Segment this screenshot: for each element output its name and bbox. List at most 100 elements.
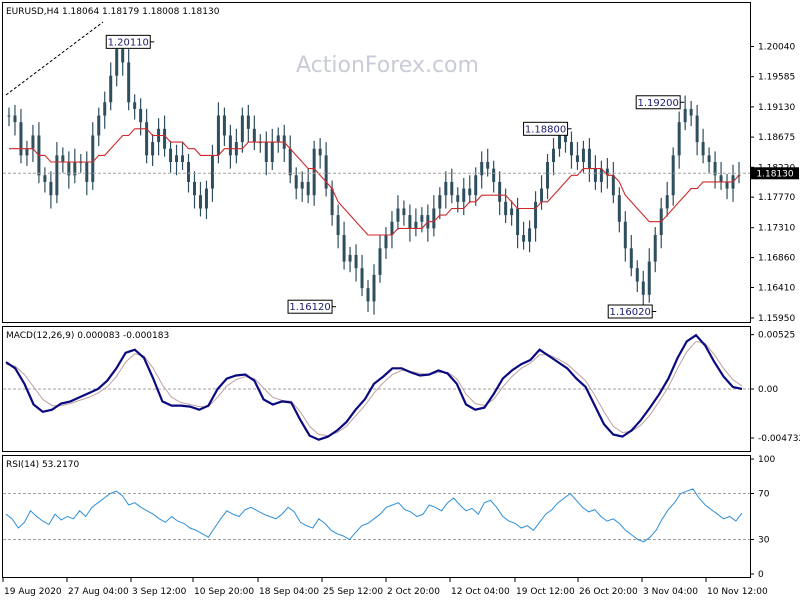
candle-body: [330, 188, 334, 216]
candle-body: [396, 208, 400, 222]
candle-body: [617, 195, 621, 222]
candle-body: [546, 162, 550, 189]
moving-average-line: [9, 128, 740, 236]
candle-body: [462, 188, 466, 202]
candle-body: [151, 142, 155, 156]
candle-body: [474, 175, 478, 196]
candle-body: [438, 195, 442, 209]
candle-body: [210, 155, 214, 189]
price-y-tick-label: 1.16410: [758, 283, 795, 293]
price-y-tick-label: 1.18675: [758, 133, 795, 143]
candle-body: [402, 208, 406, 216]
candle-body: [7, 115, 11, 117]
macd-y-tick-label: 0.00525: [758, 331, 795, 341]
candle-body: [19, 122, 23, 156]
candle-body: [563, 135, 567, 143]
rsi-y-tick-label: 30: [758, 536, 770, 546]
candle-body: [360, 268, 364, 289]
candle-body: [671, 155, 675, 196]
candle-body: [127, 62, 131, 103]
x-axis-tick-label: 18 Sep 04:00: [259, 587, 319, 597]
price-y-tick-label: 1.17310: [758, 224, 795, 234]
rsi-label: RSI(14) 53.2170: [6, 460, 79, 470]
candle-body: [222, 115, 226, 136]
candle-body: [115, 49, 119, 76]
candle-body: [198, 195, 202, 209]
x-axis-tick-label: 26 Oct 20:00: [579, 587, 638, 597]
candle-body: [139, 108, 143, 123]
rsi-panel: RSI(14) 53.2170 100 70 30 0: [2, 455, 775, 580]
candle-body: [169, 148, 173, 163]
candle-body: [270, 142, 274, 163]
candle-body: [49, 181, 53, 196]
candle-body: [629, 248, 633, 269]
candle-body: [306, 181, 310, 196]
candle-body: [623, 221, 627, 249]
candle-body: [534, 201, 538, 229]
candle-body: [318, 148, 322, 156]
candle-body: [204, 188, 208, 209]
candle-body: [163, 128, 167, 149]
watermark: ActionForex.com: [296, 53, 479, 78]
x-axis-tick-label: 3 Sep 12:00: [132, 587, 187, 597]
candle-body: [593, 168, 597, 182]
candle-body: [366, 288, 370, 302]
candle-body: [689, 108, 693, 116]
candle-body: [372, 274, 376, 302]
candle-body: [67, 162, 71, 176]
candle-body: [25, 148, 29, 156]
price-header: EURUSD,H4 1.18064 1.18179 1.18008 1.1813…: [6, 7, 220, 17]
candle-body: [719, 175, 723, 182]
candle-body: [552, 148, 556, 163]
candle-body: [216, 115, 220, 156]
candle-body: [581, 148, 585, 163]
candle-body: [390, 221, 394, 236]
candle-body: [294, 175, 298, 189]
x-axis-tick-label: 19 Aug 2020: [4, 587, 62, 597]
candle-body: [707, 155, 711, 163]
rsi-y-tick-label: 100: [758, 455, 775, 465]
candle-body: [73, 162, 77, 176]
price-callout-label: 1.19200: [637, 98, 678, 109]
candle-body: [635, 268, 639, 282]
rsi-panel-border: [2, 455, 751, 578]
candle-body: [109, 75, 113, 103]
candle-body: [324, 155, 328, 189]
candle-body: [121, 49, 125, 63]
x-axis-tick-label: 12 Oct 04:00: [451, 587, 510, 597]
x-axis-tick-label: 27 Aug 04:00: [68, 587, 129, 597]
x-axis: 19 Aug 2020 27 Aug 04:00 3 Sep 12:00 10 Sep…: [2, 578, 768, 597]
candle-body: [510, 208, 514, 216]
current-price-box: 1.18130: [751, 167, 799, 180]
candle-body: [516, 208, 520, 236]
rsi-y-tick-label: 70: [758, 490, 770, 500]
candle-body: [486, 162, 490, 169]
candle-body: [288, 148, 292, 176]
price-callout-label: 1.16120: [289, 302, 330, 313]
price-callouts: 1.20110 1.16120 1.18800 1.16020 1.19200: [105, 34, 685, 319]
candle-body: [312, 148, 316, 196]
candle-body: [192, 181, 196, 196]
candle-body: [641, 281, 645, 295]
candle-body: [725, 181, 729, 189]
candle-body: [145, 122, 149, 156]
price-y-tick-label: 1.19585: [758, 73, 795, 83]
rsi-y-tick-label: 0: [758, 570, 764, 580]
candle-body: [43, 175, 47, 182]
rsi-level-lines: [3, 493, 750, 540]
candle-body: [480, 162, 484, 176]
candle-body: [492, 168, 496, 182]
current-price-label: 1.18130: [756, 169, 793, 179]
price-y-tick-label: 1.20040: [758, 43, 795, 53]
candle-body: [276, 135, 280, 143]
macd-y-ticks: 0.00525 0.00 -0.004732: [750, 331, 800, 444]
candle-body: [569, 142, 573, 156]
candle-body: [522, 235, 526, 242]
candle-body: [647, 261, 651, 295]
candle-body: [246, 115, 250, 129]
candle-body: [653, 235, 657, 262]
candle-body: [378, 248, 382, 275]
candle-body: [175, 155, 179, 163]
candle-body: [420, 215, 424, 222]
price-y-tick-label: 1.15950: [758, 314, 795, 324]
